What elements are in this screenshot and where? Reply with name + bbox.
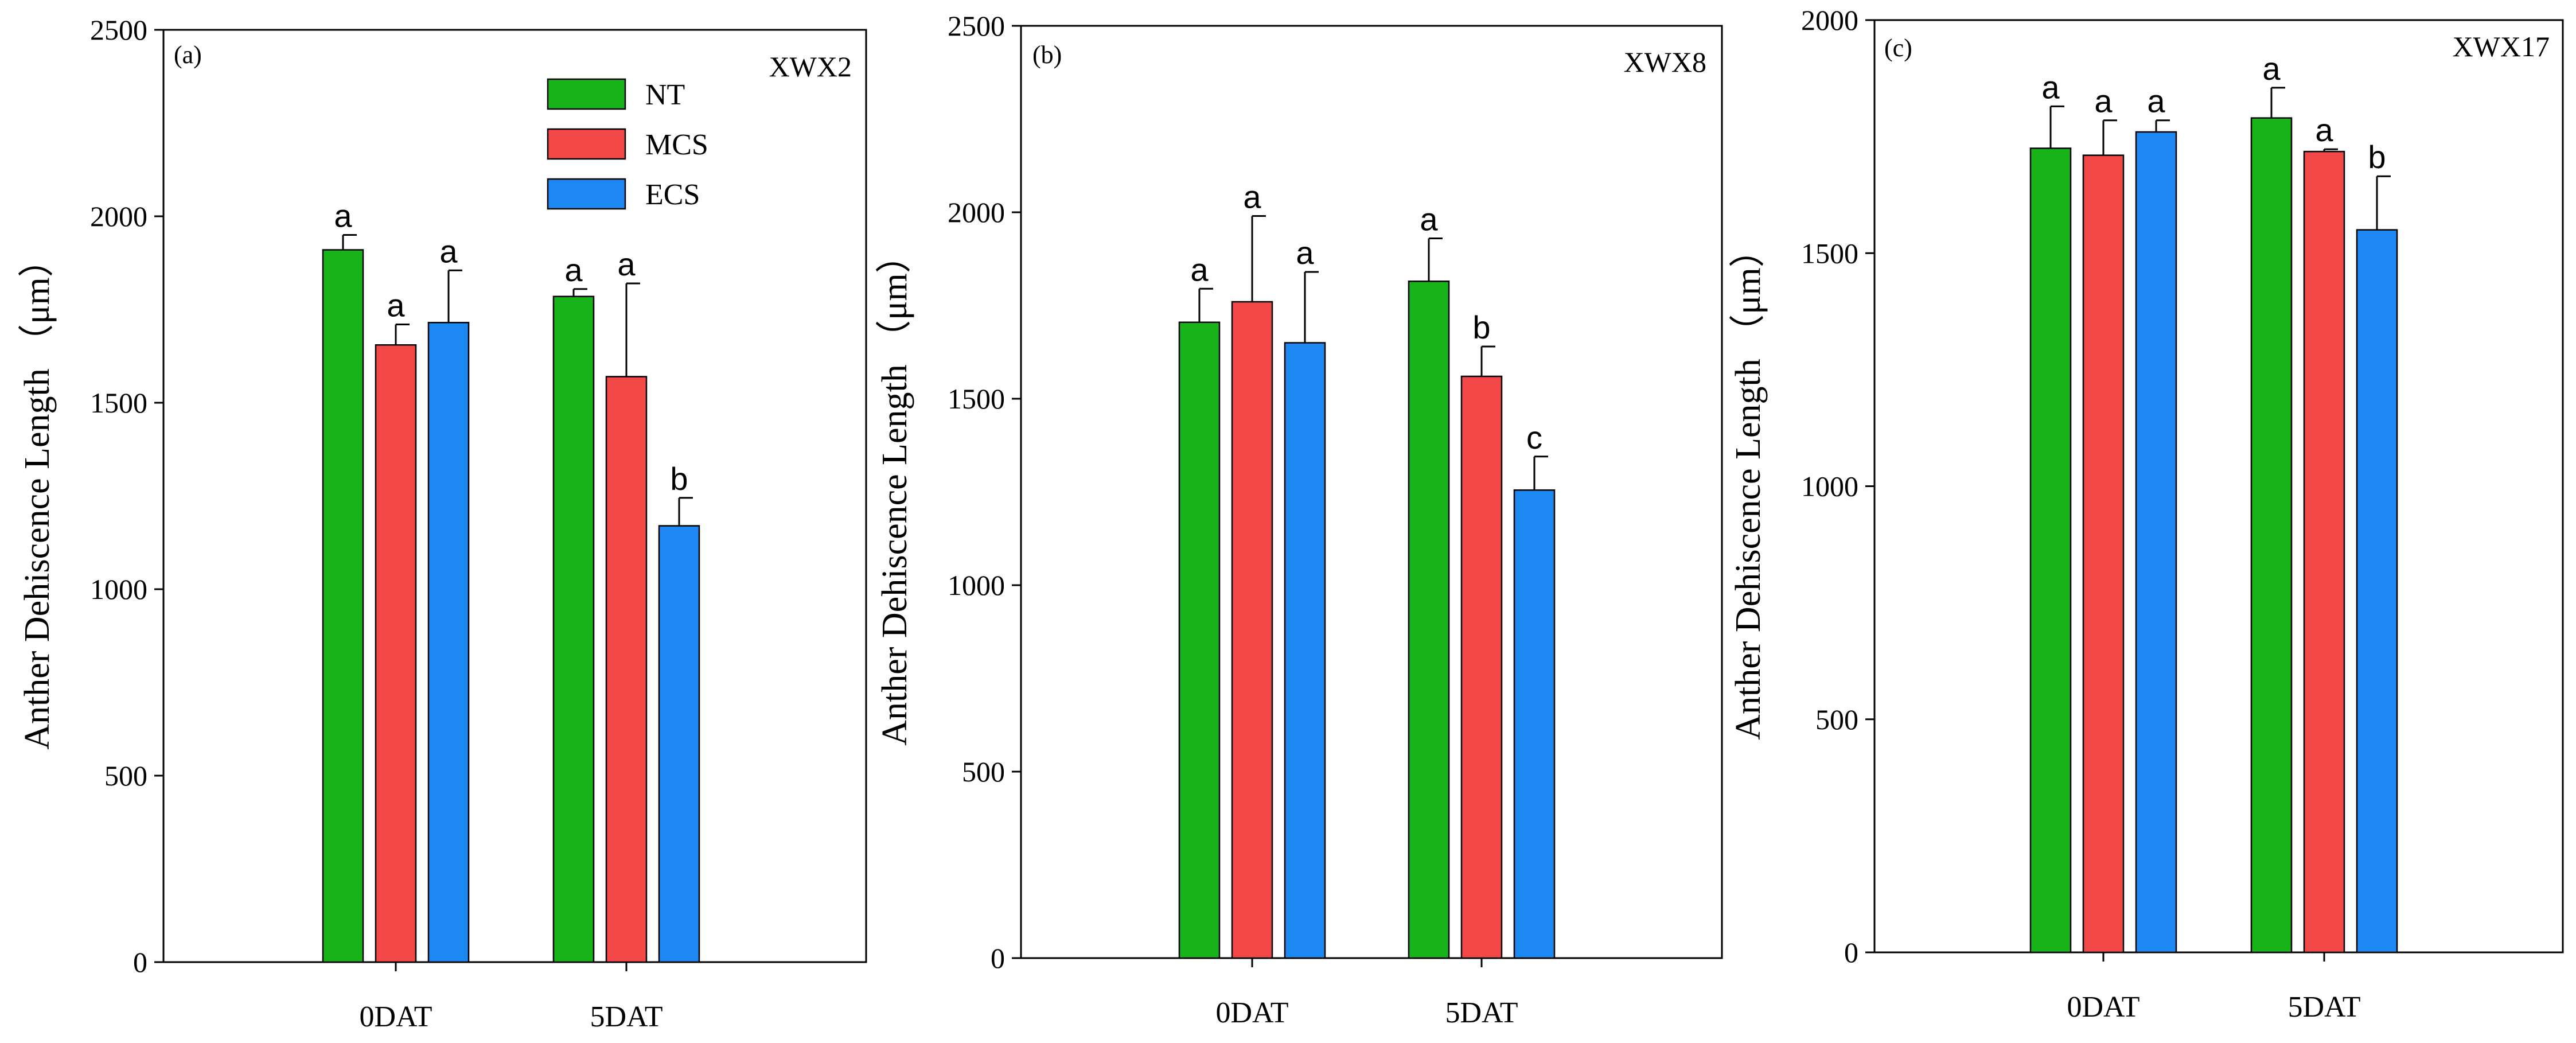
significance-letter: a bbox=[1190, 251, 1209, 287]
y-axis-ticks: 0 500 1000 1500 2000 2500 bbox=[948, 10, 1021, 974]
bar-ecs-5dat bbox=[658, 525, 700, 963]
y-tick-label: 1500 bbox=[1801, 237, 1858, 269]
significance-letter: a bbox=[1296, 235, 1314, 271]
legend-swatch-nt bbox=[547, 78, 626, 110]
x-tick-label: 5DAT bbox=[2287, 991, 2360, 1023]
significance-letter: a bbox=[1420, 201, 1438, 238]
panel-label: (b) bbox=[1032, 41, 1062, 69]
x-tick-label: 0DAT bbox=[1215, 997, 1288, 1029]
x-tick-label: 5DAT bbox=[1445, 997, 1518, 1029]
x-axis-ticks: 0DAT 5DAT bbox=[2067, 952, 2361, 1023]
significance-letter: b bbox=[2368, 139, 2386, 175]
bar-nt-5dat bbox=[2250, 117, 2293, 954]
y-axis-ticks: 0 500 1000 1500 2000 bbox=[1801, 4, 1874, 968]
plot-area-frame bbox=[162, 29, 867, 963]
y-tick-label: 0 bbox=[1844, 936, 1858, 968]
x-tick-label: 0DAT bbox=[359, 1001, 432, 1033]
bar-ecs-0dat bbox=[427, 322, 470, 963]
y-tick-label: 1500 bbox=[948, 383, 1005, 415]
bar-nt-5dat bbox=[1408, 281, 1450, 959]
significance-letter: a bbox=[334, 198, 352, 234]
y-tick-label: 500 bbox=[104, 760, 147, 792]
x-tick-label: 0DAT bbox=[2067, 991, 2139, 1023]
y-axis-label: Anther Dehiscence Length （μm） bbox=[1729, 232, 1768, 740]
y-tick-label: 2000 bbox=[1801, 4, 1858, 36]
y-tick-label: 2500 bbox=[90, 14, 147, 46]
y-tick-label: 500 bbox=[1815, 703, 1858, 735]
significance-letter: b bbox=[1472, 309, 1490, 345]
panel-label: (a) bbox=[174, 41, 202, 69]
significance-letter: a bbox=[2094, 83, 2113, 119]
significance-letter: a bbox=[2262, 50, 2281, 87]
y-tick-label: 2000 bbox=[90, 200, 147, 232]
bar-mcs-0dat bbox=[2082, 154, 2125, 954]
bar-ecs-5dat bbox=[2356, 229, 2398, 954]
significance-letter: a bbox=[2147, 83, 2165, 119]
y-tick-label: 500 bbox=[962, 756, 1005, 788]
y-tick-label: 1000 bbox=[1801, 470, 1858, 503]
y-tick-label: 1500 bbox=[90, 387, 147, 419]
panel-label: (c) bbox=[1884, 34, 1912, 62]
cultivar-label: XWX2 bbox=[769, 50, 852, 83]
y-axis-label: Anther Dehiscence Length （μm） bbox=[875, 238, 914, 745]
bar-nt-0dat bbox=[1178, 321, 1221, 959]
y-tick-label: 0 bbox=[133, 946, 147, 978]
bar-nt-5dat bbox=[552, 295, 595, 963]
legend-label-nt: NT bbox=[645, 79, 685, 111]
bar-mcs-0dat bbox=[1231, 301, 1273, 959]
x-axis-ticks: 0DAT 5DAT bbox=[359, 962, 663, 1033]
x-tick-label: 5DAT bbox=[590, 1001, 662, 1033]
cultivar-label: XWX17 bbox=[2453, 30, 2550, 63]
bar-mcs-5dat bbox=[1460, 375, 1503, 959]
y-tick-label: 0 bbox=[991, 942, 1005, 974]
y-tick-label: 2500 bbox=[948, 10, 1005, 42]
significance-letter: a bbox=[2041, 69, 2060, 105]
bar-mcs-0dat bbox=[375, 344, 417, 963]
significance-letter: b bbox=[670, 461, 688, 497]
plot-area-frame bbox=[1020, 25, 1723, 959]
significance-letter: a bbox=[1243, 179, 1261, 215]
significance-letter: a bbox=[2315, 112, 2333, 148]
legend: NT MCS ECS bbox=[547, 78, 708, 211]
bar-nt-0dat bbox=[2029, 147, 2072, 954]
x-axis-ticks: 0DAT 5DAT bbox=[1215, 958, 1518, 1029]
bar-ecs-0dat bbox=[2135, 131, 2177, 954]
significance-letter: a bbox=[564, 252, 583, 288]
significance-letter: c bbox=[1526, 419, 1542, 456]
bar-ecs-0dat bbox=[1284, 342, 1326, 959]
cultivar-label: XWX8 bbox=[1624, 46, 1706, 78]
legend-swatch-ecs bbox=[547, 178, 626, 210]
legend-label-mcs: MCS bbox=[645, 129, 708, 161]
y-tick-label: 1000 bbox=[90, 573, 147, 605]
bar-mcs-5dat bbox=[2303, 150, 2345, 954]
y-axis-label: Anther Dehiscence Length （μm） bbox=[18, 242, 57, 749]
legend-swatch-mcs bbox=[547, 128, 626, 160]
legend-label-ecs: ECS bbox=[645, 178, 700, 211]
y-tick-label: 2000 bbox=[948, 196, 1005, 228]
bar-mcs-5dat bbox=[605, 376, 648, 963]
bar-nt-0dat bbox=[322, 249, 364, 963]
y-axis-ticks: 0 500 1000 1500 2000 2500 bbox=[90, 14, 163, 978]
significance-letter: a bbox=[617, 246, 636, 282]
bar-ecs-5dat bbox=[1513, 489, 1556, 959]
significance-letter: a bbox=[439, 233, 458, 269]
y-tick-label: 1000 bbox=[948, 569, 1005, 601]
significance-letter: a bbox=[387, 287, 405, 324]
